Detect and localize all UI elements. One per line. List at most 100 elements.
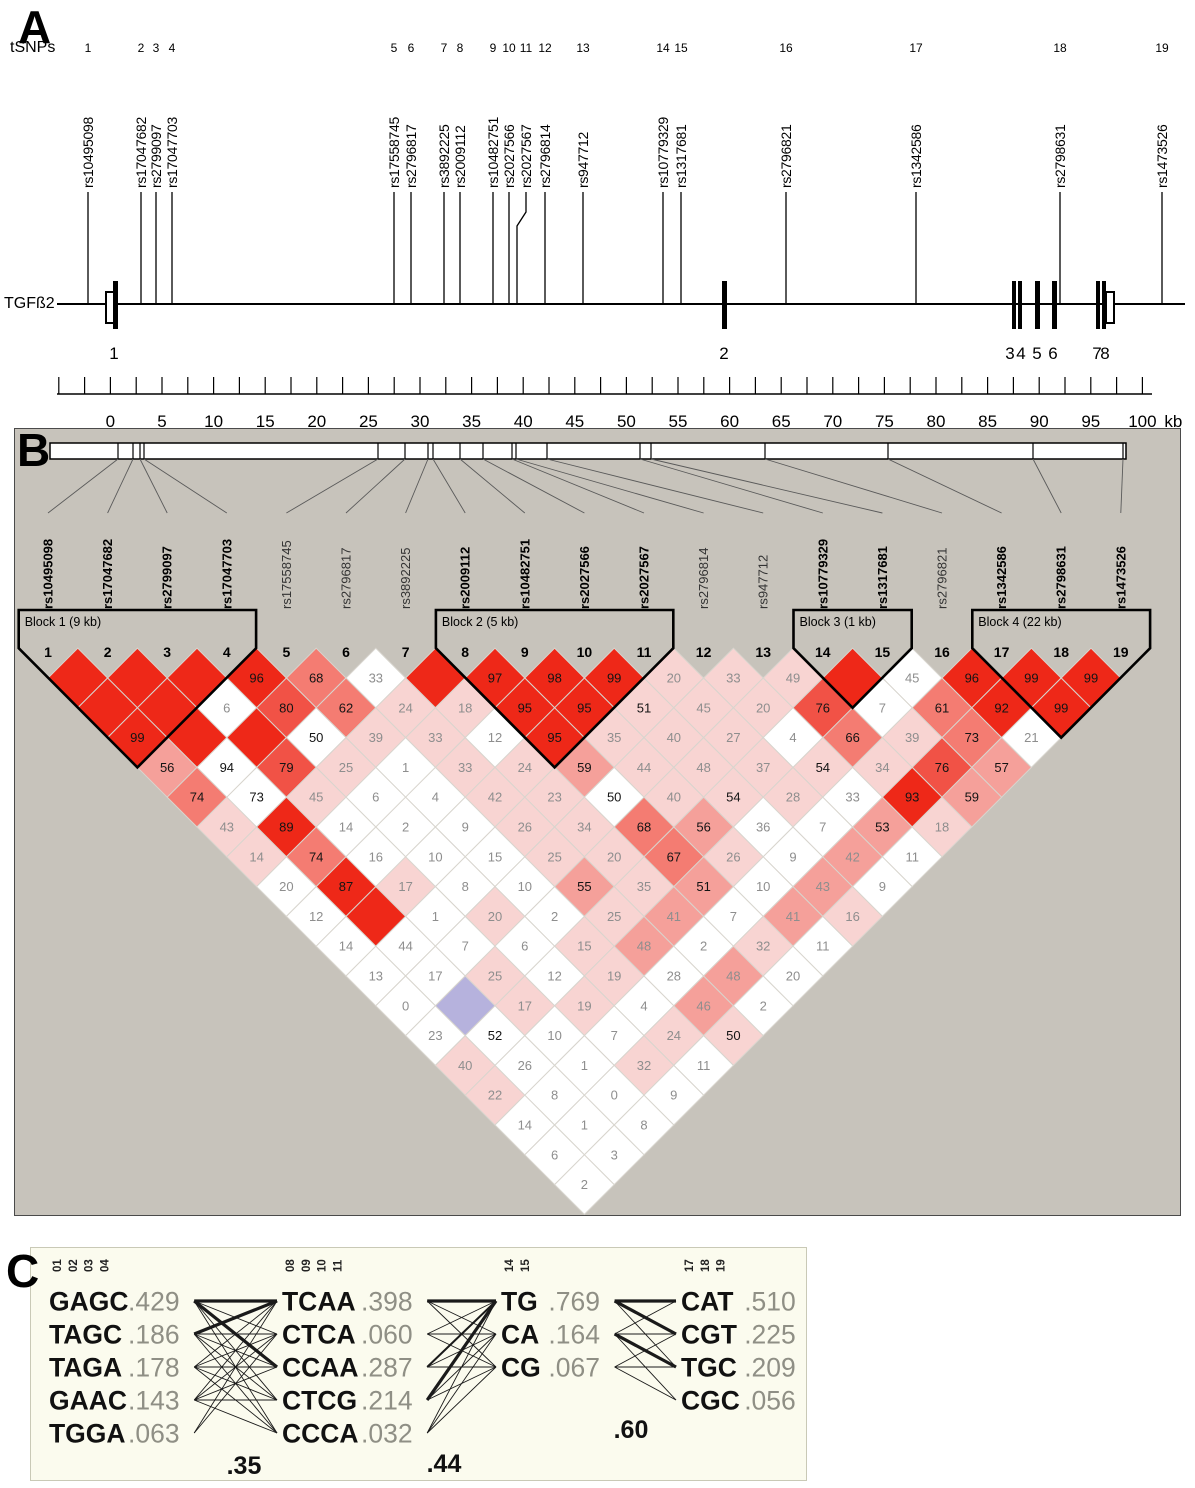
matrix-rs-label: rs10495098 — [41, 539, 56, 609]
ld-value: 87 — [339, 879, 353, 894]
matrix-col-number: 19 — [1113, 644, 1129, 660]
ld-value: 73 — [249, 790, 263, 805]
ld-value: 39 — [369, 730, 383, 745]
ld-value: 12 — [547, 969, 561, 984]
ld-value: 61 — [935, 700, 949, 715]
ld-cell-1-19 — [553, 1154, 615, 1216]
ld-value: 6 — [372, 790, 379, 805]
ld-value: 95 — [518, 700, 532, 715]
exon-bar — [1102, 281, 1106, 329]
haplotype-seq: CCAA — [282, 1353, 359, 1383]
ruler-kb-label: 40 — [514, 412, 533, 428]
tsnp-rs-label: rs1473526 — [1154, 124, 1170, 188]
ld-value: 33 — [458, 760, 472, 775]
exon-bar — [1012, 281, 1016, 329]
ld-value: 55 — [577, 879, 591, 894]
matrix-col-number: 2 — [104, 644, 112, 660]
ld-value: 40 — [667, 790, 681, 805]
tsnp-rs-label: rs17047703 — [164, 117, 180, 188]
matrix-col-number: 16 — [934, 644, 950, 660]
ld-value: 41 — [786, 909, 800, 924]
haplotype-link — [427, 1333, 497, 1368]
matrix-col-number: 18 — [1053, 644, 1069, 660]
tsnp-index: 5 — [391, 41, 398, 55]
ld-value: 1 — [581, 1058, 588, 1073]
tsnp-rs-label: rs17047682 — [133, 117, 149, 188]
block-name: Block 3 (1 kb) — [800, 615, 876, 629]
ld-value: 79 — [279, 760, 293, 775]
tsnp-index: 11 — [520, 41, 533, 55]
matrix-col-number: 1 — [44, 644, 52, 660]
ruler-kb-label: 100 — [1128, 412, 1156, 428]
ld-value: 33 — [369, 671, 383, 686]
matrix-rs-label: rs17047682 — [100, 539, 115, 609]
haplotype-seq: CAT — [681, 1287, 734, 1317]
tsnp-rs-label: rs2796814 — [537, 124, 553, 188]
hap-col-snp-id: 10 — [317, 1259, 329, 1272]
ld-value: 9 — [879, 879, 886, 894]
ld-value: 59 — [577, 760, 591, 775]
tsnp-index: 16 — [779, 41, 793, 55]
ld-value: 1 — [402, 760, 409, 775]
ld-value: 73 — [965, 730, 979, 745]
ld-value: 28 — [786, 790, 800, 805]
matrix-rs-label: rs1317681 — [875, 546, 890, 609]
exon-bar — [1018, 281, 1022, 329]
matrix-col-number: 3 — [163, 644, 171, 660]
block-name: Block 2 (5 kb) — [442, 615, 518, 629]
ld-value: 18 — [458, 700, 472, 715]
marker-leader-line — [139, 458, 168, 514]
ld-value: 19 — [607, 969, 621, 984]
ld-value: 23 — [547, 790, 561, 805]
matrix-col-number: 11 — [637, 644, 652, 660]
tsnp-rs-label: rs2027566 — [501, 124, 517, 188]
haplotype-seq: TAGA — [49, 1353, 122, 1383]
ld-value: 98 — [547, 671, 561, 686]
ld-value: 42 — [488, 790, 502, 805]
haplotype-link — [426, 1366, 497, 1434]
tsnp-index: 19 — [1155, 41, 1169, 55]
block-outline — [17, 608, 258, 770]
ld-value: 62 — [339, 700, 353, 715]
ld-value: 46 — [696, 998, 710, 1013]
ld-value: 17 — [518, 998, 532, 1013]
tsnp-rs-label: rs3892225 — [436, 124, 452, 188]
ld-value: 4 — [789, 730, 796, 745]
ld-value: 25 — [607, 909, 621, 924]
ld-value: 0 — [611, 1088, 618, 1103]
ld-value: 95 — [547, 730, 561, 745]
matrix-rs-label: rs10779329 — [815, 539, 830, 609]
haplotype-freq: .225 — [744, 1320, 796, 1350]
ld-value: 20 — [756, 700, 770, 715]
haplotype-link — [614, 1366, 677, 1401]
haplotype-link — [194, 1300, 278, 1335]
ruler-kb-label: 20 — [307, 412, 326, 428]
ruler-kb-label: 25 — [359, 412, 378, 428]
tsnp-index: 4 — [169, 41, 176, 55]
ruler-kb-label: 80 — [927, 412, 946, 428]
matrix-col-number: 9 — [521, 644, 529, 660]
marker-leader-line — [459, 458, 526, 514]
ld-value: 99 — [1084, 671, 1098, 686]
ld-value: 17 — [398, 879, 412, 894]
ld-value: 93 — [905, 790, 919, 805]
ld-value: 11 — [697, 1058, 711, 1073]
ld-value: 56 — [160, 760, 174, 775]
ld-value: 24 — [667, 1028, 681, 1043]
ruler-kb-label: 50 — [617, 412, 636, 428]
marker-leader-line — [47, 458, 119, 514]
ld-value: 14 — [339, 820, 353, 835]
tsnp-rs-label: rs2027567 — [518, 124, 534, 188]
ld-value: 12 — [488, 730, 502, 745]
ld-value: 26 — [518, 1058, 532, 1073]
matrix-rs-label: rs17558745 — [279, 540, 294, 609]
haplotype-link — [193, 1300, 278, 1368]
tsnp-rs-label: rs2798631 — [1052, 124, 1068, 188]
tsnp-rs-label: rs10779329 — [655, 117, 671, 188]
haplotype-freq: .214 — [361, 1386, 413, 1416]
ld-value: 44 — [398, 939, 412, 954]
marker-leader-line — [1120, 458, 1124, 514]
haplotype-freq: .398 — [361, 1287, 413, 1317]
haplotype-freq: .143 — [128, 1386, 180, 1416]
tsnp-index: 1 — [85, 41, 92, 55]
